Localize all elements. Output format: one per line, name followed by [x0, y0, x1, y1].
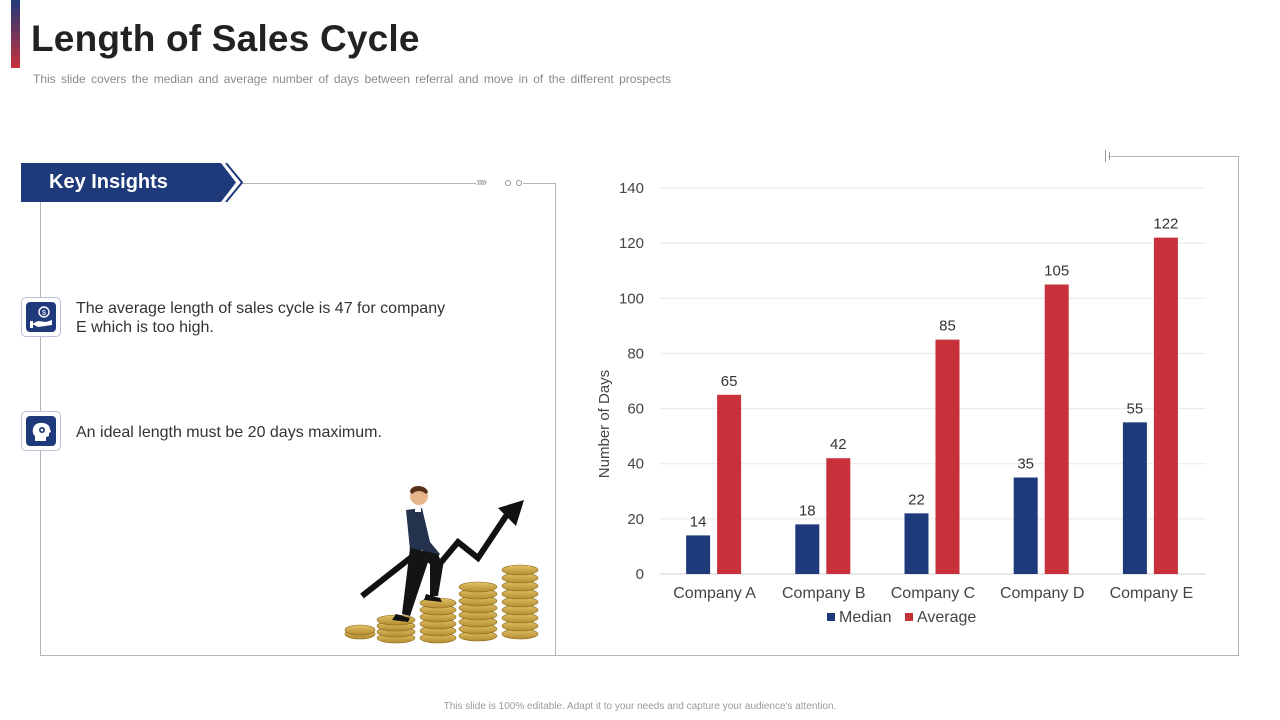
- bar-average-company-e: [1153, 237, 1178, 574]
- y-axis-ticks: 0 20 40 60 80 100 120 140: [619, 180, 644, 583]
- x-tick-label: Company B: [782, 585, 866, 602]
- bar-average-company-a: [717, 394, 742, 574]
- legend-label: Average: [917, 609, 976, 626]
- bar-median-company-e: [1122, 422, 1147, 574]
- chart-legend: Median Average: [827, 609, 976, 626]
- data-label: 14: [690, 513, 707, 530]
- data-label: 22: [908, 491, 925, 508]
- legend-label: Median: [839, 609, 891, 626]
- data-label: 42: [830, 436, 847, 453]
- footer-note: This slide is 100% editable. Adapt it to…: [443, 701, 837, 712]
- y-tick-label: 20: [627, 511, 644, 528]
- svg-text:$: $: [42, 310, 46, 317]
- head-gear-icon: [21, 411, 61, 451]
- banner-arrow-shape: [21, 163, 243, 202]
- bar-median-company-a: [686, 535, 711, 574]
- chart-frame-right-line: [1238, 156, 1239, 656]
- bar-average-company-b: [826, 458, 851, 574]
- data-label: 35: [1017, 456, 1034, 473]
- x-axis-ticks: Company A Company B Company C Company D Comp…: [673, 585, 1193, 602]
- chevrons-decoration: ››››: [476, 174, 487, 189]
- y-tick-label: 140: [619, 180, 644, 197]
- chart-gridlines: [660, 187, 1206, 575]
- x-tick-label: Company C: [891, 585, 975, 602]
- decor-dot: [516, 180, 522, 186]
- data-labels: 14 65 18 42 22 85 35 105 55 122: [690, 216, 1179, 531]
- key-insights-banner: Key Insights: [21, 163, 243, 202]
- x-tick-label: Company E: [1110, 585, 1194, 602]
- y-axis-label: Number of Days: [596, 370, 613, 478]
- money-hand-icon: $: [21, 297, 61, 337]
- data-label: 65: [721, 373, 738, 390]
- insight-text-2: An ideal length must be 20 days maximum.: [76, 424, 382, 441]
- x-tick-label: Company D: [1000, 585, 1084, 602]
- bar-average-company-d: [1044, 284, 1069, 574]
- chart-frame-bottom-line: [556, 655, 1239, 656]
- y-tick-label: 80: [627, 345, 644, 362]
- businessman-coins-illustration: [344, 486, 539, 644]
- bar-median-company-d: [1013, 477, 1038, 574]
- key-insights-label: Key Insights: [49, 171, 168, 193]
- y-tick-label: 60: [627, 401, 644, 418]
- decor-dot: [505, 180, 511, 186]
- data-label: 55: [1127, 400, 1144, 417]
- insight-text-1: The average length of sales cycle is 47 …: [76, 300, 446, 336]
- chart-bars: [686, 237, 1178, 574]
- page-subtitle: This slide covers the median and average…: [33, 72, 672, 86]
- x-tick-label: Company A: [673, 585, 756, 602]
- data-label: 18: [799, 502, 816, 519]
- bar-average-company-c: [935, 339, 960, 574]
- data-label: 85: [939, 318, 956, 335]
- y-tick-label: 120: [619, 235, 644, 252]
- y-tick-label: 100: [619, 290, 644, 307]
- panel-top-line-end: [523, 183, 556, 184]
- bar-median-company-c: [904, 513, 929, 574]
- legend-swatch: [905, 613, 913, 621]
- y-tick-label: 0: [636, 566, 644, 583]
- title-accent-bar: [11, 0, 20, 68]
- page-title: Length of Sales Cycle: [31, 18, 420, 59]
- bar-median-company-b: [795, 524, 820, 574]
- chart-frame-top-line: [1108, 156, 1239, 157]
- y-tick-label: 40: [627, 456, 644, 473]
- data-label: 122: [1153, 216, 1178, 233]
- chart-frame-tick: [1105, 150, 1106, 162]
- sales-cycle-bar-chart: 0 20 40 60 80 100 120 140 14 65 18 42 22 85 35 105 55 12…: [596, 180, 1206, 626]
- data-label: 105: [1044, 263, 1069, 280]
- panel-top-line: [240, 183, 476, 184]
- legend-swatch: [827, 613, 835, 621]
